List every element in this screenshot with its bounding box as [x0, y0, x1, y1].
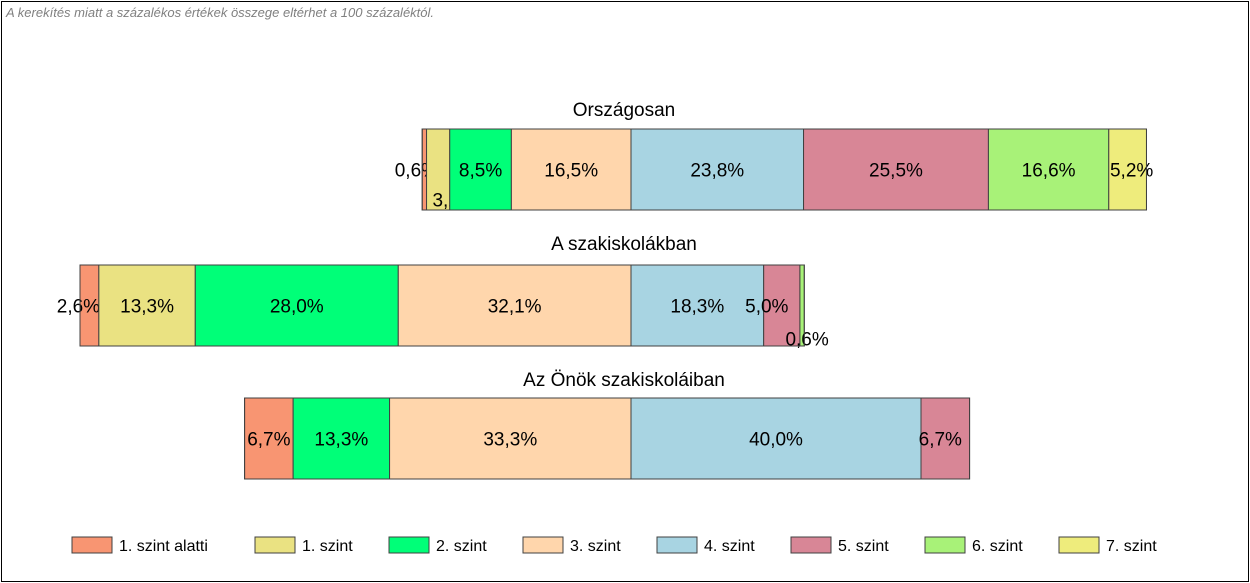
legend-swatch: [254, 536, 296, 554]
bar-outline: [244, 397, 971, 480]
data-label: 13,3%: [120, 297, 174, 318]
group-title: A szakiskolákban: [551, 234, 697, 255]
data-label: 16,6%: [1022, 161, 1076, 182]
legend-swatch: [790, 536, 832, 554]
data-label: 25,5%: [869, 161, 923, 182]
group-title: Országosan: [573, 100, 675, 121]
legend-swatch: [71, 536, 113, 554]
data-label: 5,0%: [745, 297, 788, 318]
legend-label: 4. szint: [704, 538, 755, 555]
data-label: 16,5%: [544, 161, 598, 182]
data-label: 0,6%: [785, 330, 828, 351]
data-label: 6,7%: [247, 430, 290, 451]
bar-segment: [630, 264, 765, 347]
data-label: 28,0%: [270, 297, 324, 318]
bar-segment: [763, 264, 801, 347]
legend-label: 2. szint: [436, 538, 487, 555]
data-label: 18,3%: [670, 297, 724, 318]
bar-segment: [194, 264, 399, 347]
legend-swatch: [924, 536, 966, 554]
legend-swatch: [388, 536, 430, 554]
legend-label: 1. szint: [302, 538, 353, 555]
legend-swatch: [656, 536, 698, 554]
legend-label: 5. szint: [838, 538, 889, 555]
data-label: 8,5%: [459, 161, 502, 182]
rounding-note: A kerekítés miatt a százalékos értékek ö…: [6, 5, 435, 20]
bar-segment: [292, 397, 391, 480]
data-label: 32,1%: [488, 297, 542, 318]
data-label: 33,3%: [483, 430, 537, 451]
bar-segment: [1108, 128, 1147, 211]
legend-label: 3. szint: [570, 538, 621, 555]
legend-label: 1. szint alatti: [119, 538, 208, 555]
data-label: 2,6%: [57, 297, 100, 318]
legend-swatch: [1058, 536, 1100, 554]
data-label: 5,2%: [1110, 161, 1153, 182]
data-label: 23,8%: [690, 161, 744, 182]
bar-outline: [79, 264, 805, 347]
legend-label: 7. szint: [1106, 538, 1157, 555]
data-label: 13,3%: [314, 430, 368, 451]
legend-swatch: [522, 536, 564, 554]
bar-segment: [987, 128, 1110, 211]
group-title: Az Önök szakiskoláiban: [523, 370, 725, 391]
data-label: 40,0%: [749, 430, 803, 451]
bar-segment: [397, 264, 632, 347]
bar-outline: [421, 128, 1147, 211]
legend-label: 6. szint: [972, 538, 1023, 555]
data-label: 6,7%: [919, 430, 962, 451]
bar-segment: [630, 128, 805, 211]
